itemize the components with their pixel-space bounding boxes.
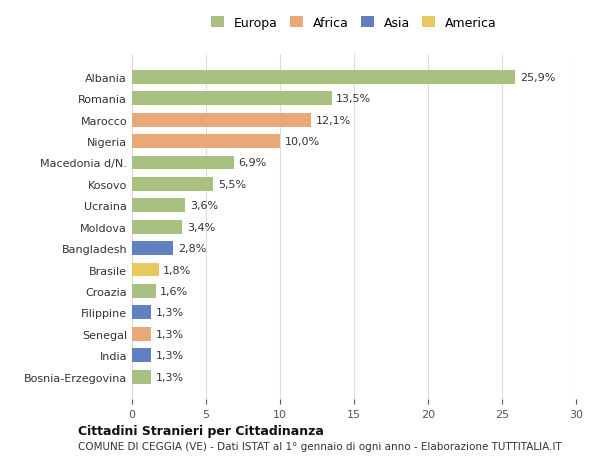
Bar bbox=[132, 135, 280, 149]
Bar bbox=[132, 113, 311, 127]
Text: 25,9%: 25,9% bbox=[520, 73, 555, 83]
Bar bbox=[132, 199, 185, 213]
Text: Cittadini Stranieri per Cittadinanza: Cittadini Stranieri per Cittadinanza bbox=[78, 424, 324, 437]
Text: 1,3%: 1,3% bbox=[155, 308, 184, 318]
Bar bbox=[132, 284, 155, 298]
Bar bbox=[132, 71, 515, 84]
Text: 1,8%: 1,8% bbox=[163, 265, 191, 275]
Bar bbox=[132, 92, 332, 106]
Text: COMUNE DI CEGGIA (VE) - Dati ISTAT al 1° gennaio di ogni anno - Elaborazione TUT: COMUNE DI CEGGIA (VE) - Dati ISTAT al 1°… bbox=[78, 441, 562, 451]
Bar bbox=[132, 348, 151, 362]
Bar bbox=[132, 220, 182, 234]
Bar bbox=[132, 370, 151, 384]
Text: 1,3%: 1,3% bbox=[155, 372, 184, 382]
Bar bbox=[132, 263, 158, 277]
Text: 3,4%: 3,4% bbox=[187, 222, 215, 232]
Text: 1,3%: 1,3% bbox=[155, 350, 184, 360]
Text: 5,5%: 5,5% bbox=[218, 179, 246, 190]
Bar bbox=[132, 327, 151, 341]
Text: 3,6%: 3,6% bbox=[190, 201, 218, 211]
Text: 1,6%: 1,6% bbox=[160, 286, 188, 296]
Bar bbox=[132, 241, 173, 256]
Text: 6,9%: 6,9% bbox=[239, 158, 267, 168]
Text: 12,1%: 12,1% bbox=[316, 115, 351, 125]
Text: 10,0%: 10,0% bbox=[284, 137, 320, 147]
Legend: Europa, Africa, Asia, America: Europa, Africa, Asia, America bbox=[211, 17, 497, 29]
Text: 1,3%: 1,3% bbox=[155, 329, 184, 339]
Bar bbox=[132, 178, 214, 191]
Text: 2,8%: 2,8% bbox=[178, 244, 206, 253]
Bar bbox=[132, 306, 151, 319]
Text: 13,5%: 13,5% bbox=[336, 94, 371, 104]
Bar bbox=[132, 156, 234, 170]
